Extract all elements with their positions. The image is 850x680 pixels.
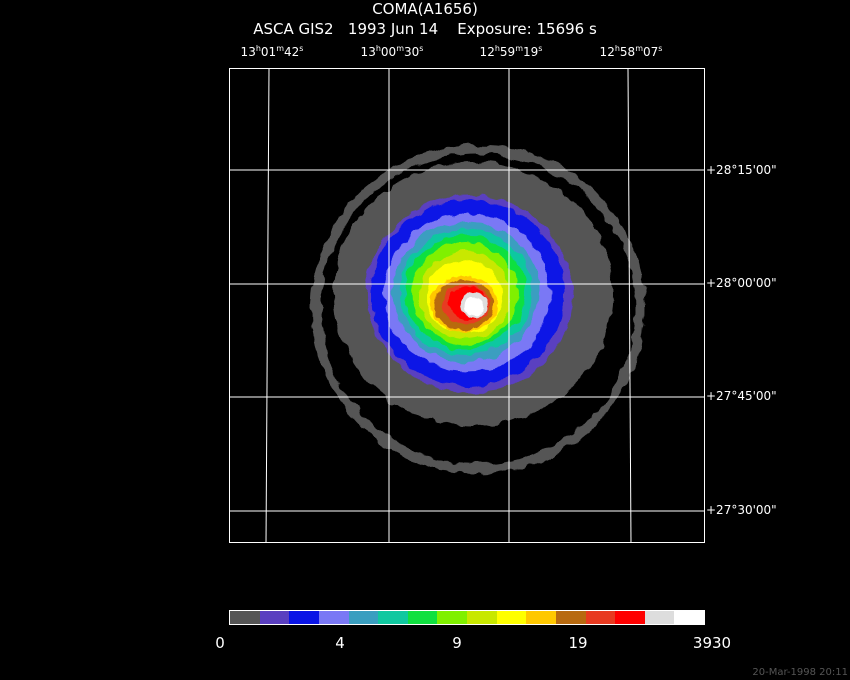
colorbar-tick: 4 [335, 634, 345, 652]
colorbar-swatch [230, 611, 260, 624]
colorbar-tick: 19 [568, 634, 588, 652]
colorbar-swatch [585, 611, 616, 624]
image-title: COMA(A1656) [372, 0, 478, 18]
colorbar-swatch [437, 611, 467, 624]
ra-label: 13h00m30s [360, 44, 424, 59]
observation-date: 1993 Jun 14 [347, 20, 439, 38]
dec-label: +28°15'00" [706, 163, 777, 177]
colorbar-swatch [496, 611, 527, 624]
instrument-label: ASCA GIS2 [253, 20, 334, 38]
dec-label: +28°00'00" [706, 276, 777, 290]
colorbar-swatch [318, 611, 349, 624]
colorbar-swatch [555, 611, 586, 624]
xray-image [230, 69, 704, 542]
ra-label: 12h59m19s [479, 44, 543, 59]
xray-image-frame [229, 68, 705, 543]
colorbar-swatch [259, 611, 290, 624]
colorbar-swatch [407, 611, 438, 624]
colorbar-swatch [644, 611, 675, 624]
colorbar [229, 610, 705, 625]
colorbar-swatch [467, 611, 497, 624]
dec-label: +27°30'00" [706, 503, 777, 517]
detector-outer-ring [311, 144, 645, 474]
colorbar-tick: 3930 [692, 634, 732, 652]
colorbar-swatch [526, 611, 556, 624]
colorbar-tick: 9 [452, 634, 462, 652]
timestamp: 20-Mar-1998 20:11 [752, 667, 848, 678]
ra-label: 13h01m42s [240, 44, 304, 59]
ra-label: 12h58m07s [599, 44, 663, 59]
contour-white [464, 298, 484, 316]
dec-label: +27°45'00" [706, 389, 777, 403]
coordinate-grid [230, 69, 704, 542]
exposure-label: Exposure: 15696 s [457, 20, 597, 38]
colorbar-swatch [348, 611, 379, 624]
observation-info: ASCA GIS2 1993 Jun 14 Exposure: 15696 s [0, 20, 850, 38]
colorbar-swatch [674, 611, 704, 624]
colorbar-swatch [378, 611, 408, 624]
colorbar-tick: 0 [215, 634, 225, 652]
colorbar-swatch [289, 611, 319, 624]
colorbar-swatch [615, 611, 645, 624]
